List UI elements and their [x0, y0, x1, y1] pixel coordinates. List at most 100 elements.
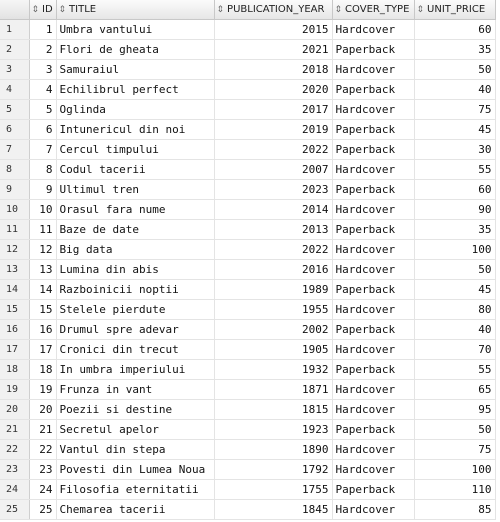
cell-cover-type[interactable]: Paperback: [332, 219, 415, 240]
cell-publication-year[interactable]: 1815: [214, 399, 333, 420]
table-row[interactable]: 22 22 Vantul din stepa 1890 Hardcover 75: [0, 439, 496, 460]
cell-cover-type[interactable]: Hardcover: [332, 199, 415, 220]
row-number-cell[interactable]: 25: [0, 499, 30, 520]
cell-title[interactable]: Chemarea tacerii: [56, 499, 215, 520]
column-header-title[interactable]: ⇕ TITLE: [56, 0, 215, 20]
cell-unit-price[interactable]: 110: [414, 479, 496, 500]
cell-cover-type[interactable]: Hardcover: [332, 99, 415, 120]
cell-publication-year[interactable]: 2007: [214, 159, 333, 180]
cell-cover-type[interactable]: Hardcover: [332, 379, 415, 400]
cell-id[interactable]: 4: [29, 79, 57, 100]
cell-unit-price[interactable]: 35: [414, 39, 496, 60]
cell-title[interactable]: Drumul spre adevar: [56, 319, 215, 340]
cell-id[interactable]: 3: [29, 59, 57, 80]
sort-arrows-icon[interactable]: ⇕: [31, 5, 40, 15]
cell-publication-year[interactable]: 1905: [214, 339, 333, 360]
table-row[interactable]: 25 25 Chemarea tacerii 1845 Hardcover 85: [0, 499, 496, 520]
row-number-cell[interactable]: 22: [0, 439, 30, 460]
cell-id[interactable]: 22: [29, 439, 57, 460]
table-row[interactable]: 3 3 Samuraiul 2018 Hardcover 50: [0, 59, 496, 80]
cell-cover-type[interactable]: Paperback: [332, 79, 415, 100]
cell-publication-year[interactable]: 2018: [214, 59, 333, 80]
cell-publication-year[interactable]: 2014: [214, 199, 333, 220]
cell-publication-year[interactable]: 2016: [214, 259, 333, 280]
row-number-cell[interactable]: 4: [0, 79, 30, 100]
column-header-cover-type[interactable]: ⇕ COVER_TYPE: [332, 0, 415, 20]
cell-unit-price[interactable]: 50: [414, 259, 496, 280]
cell-unit-price[interactable]: 40: [414, 319, 496, 340]
cell-title[interactable]: Codul tacerii: [56, 159, 215, 180]
cell-title[interactable]: Orasul fara nume: [56, 199, 215, 220]
cell-unit-price[interactable]: 45: [414, 119, 496, 140]
table-row[interactable]: 16 16 Drumul spre adevar 2002 Paperback 40: [0, 319, 496, 340]
cell-publication-year[interactable]: 2021: [214, 39, 333, 60]
cell-unit-price[interactable]: 70: [414, 339, 496, 360]
row-number-cell[interactable]: 2: [0, 39, 30, 60]
cell-cover-type[interactable]: Paperback: [332, 39, 415, 60]
cell-id[interactable]: 5: [29, 99, 57, 120]
row-number-cell[interactable]: 15: [0, 299, 30, 320]
cell-id[interactable]: 12: [29, 239, 57, 260]
cell-publication-year[interactable]: 2020: [214, 79, 333, 100]
cell-title[interactable]: In umbra imperiului: [56, 359, 215, 380]
row-number-cell[interactable]: 7: [0, 139, 30, 160]
cell-cover-type[interactable]: Paperback: [332, 359, 415, 380]
table-row[interactable]: 11 11 Baze de date 2013 Paperback 35: [0, 219, 496, 240]
row-number-cell[interactable]: 16: [0, 319, 30, 340]
table-row[interactable]: 18 18 In umbra imperiului 1932 Paperback 55: [0, 359, 496, 380]
table-row[interactable]: 24 24 Filosofia eternitatii 1755 Paperback 11…: [0, 479, 496, 500]
cell-title[interactable]: Razboinicii noptii: [56, 279, 215, 300]
row-number-cell[interactable]: 5: [0, 99, 30, 120]
cell-unit-price[interactable]: 80: [414, 299, 496, 320]
cell-publication-year[interactable]: 2022: [214, 139, 333, 160]
cell-title[interactable]: Frunza in vant: [56, 379, 215, 400]
cell-publication-year[interactable]: 2017: [214, 99, 333, 120]
cell-publication-year[interactable]: 1923: [214, 419, 333, 440]
cell-id[interactable]: 8: [29, 159, 57, 180]
row-number-cell[interactable]: 12: [0, 239, 30, 260]
cell-title[interactable]: Ultimul tren: [56, 179, 215, 200]
cell-publication-year[interactable]: 1755: [214, 479, 333, 500]
cell-unit-price[interactable]: 50: [414, 419, 496, 440]
table-row[interactable]: 12 12 Big data 2022 Hardcover 100: [0, 239, 496, 260]
cell-publication-year[interactable]: 1871: [214, 379, 333, 400]
cell-title[interactable]: Secretul apelor: [56, 419, 215, 440]
cell-title[interactable]: Povesti din Lumea Noua: [56, 459, 215, 480]
cell-cover-type[interactable]: Hardcover: [332, 399, 415, 420]
cell-unit-price[interactable]: 60: [414, 19, 496, 40]
cell-title[interactable]: Umbra vantului: [56, 19, 215, 40]
cell-unit-price[interactable]: 95: [414, 399, 496, 420]
cell-id[interactable]: 16: [29, 319, 57, 340]
cell-cover-type[interactable]: Paperback: [332, 179, 415, 200]
row-number-cell[interactable]: 14: [0, 279, 30, 300]
cell-publication-year[interactable]: 2019: [214, 119, 333, 140]
cell-title[interactable]: Lumina din abis: [56, 259, 215, 280]
row-number-header[interactable]: [0, 0, 30, 20]
cell-cover-type[interactable]: Hardcover: [332, 499, 415, 520]
cell-id[interactable]: 7: [29, 139, 57, 160]
cell-unit-price[interactable]: 75: [414, 99, 496, 120]
cell-cover-type[interactable]: Hardcover: [332, 259, 415, 280]
column-header-unit-price[interactable]: ⇕ UNIT_PRICE: [414, 0, 496, 20]
table-row[interactable]: 1 1 Umbra vantului 2015 Hardcover 60: [0, 19, 496, 40]
cell-unit-price[interactable]: 75: [414, 439, 496, 460]
table-row[interactable]: 10 10 Orasul fara nume 2014 Hardcover 90: [0, 199, 496, 220]
row-number-cell[interactable]: 21: [0, 419, 30, 440]
cell-id[interactable]: 1: [29, 19, 57, 40]
table-row[interactable]: 15 15 Stelele pierdute 1955 Hardcover 80: [0, 299, 496, 320]
sort-arrows-icon[interactable]: ⇕: [334, 5, 343, 15]
cell-id[interactable]: 6: [29, 119, 57, 140]
cell-unit-price[interactable]: 85: [414, 499, 496, 520]
cell-cover-type[interactable]: Hardcover: [332, 159, 415, 180]
column-header-publication-year[interactable]: ⇕ PUBLICATION_YEAR: [214, 0, 333, 20]
cell-cover-type[interactable]: Hardcover: [332, 439, 415, 460]
cell-cover-type[interactable]: Hardcover: [332, 59, 415, 80]
cell-title[interactable]: Big data: [56, 239, 215, 260]
cell-cover-type[interactable]: Paperback: [332, 279, 415, 300]
cell-unit-price[interactable]: 55: [414, 359, 496, 380]
cell-id[interactable]: 17: [29, 339, 57, 360]
cell-id[interactable]: 15: [29, 299, 57, 320]
row-number-cell[interactable]: 18: [0, 359, 30, 380]
cell-id[interactable]: 23: [29, 459, 57, 480]
cell-unit-price[interactable]: 40: [414, 79, 496, 100]
